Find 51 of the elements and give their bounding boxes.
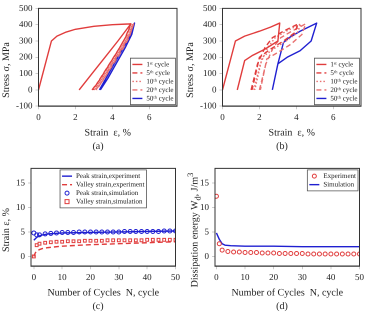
y-tick-label: 10 [16, 202, 26, 212]
y-tick-label: -100 [200, 100, 217, 111]
x-tick-label: 6 [331, 112, 336, 122]
x-tick-label: 4 [294, 112, 300, 122]
x-tick-label: 10 [240, 272, 250, 282]
y-axis-title: Stress σ, MPa [0, 41, 13, 100]
y-tick-label: 300 [18, 35, 33, 46]
x-tick-label: 0 [220, 112, 226, 122]
y-axis-title: Strain ε, % [0, 207, 13, 254]
x-tick-label: 0 [36, 112, 42, 122]
x-axis-title: Strain ε, % [84, 128, 131, 139]
y-tick-label: 15 [200, 177, 210, 188]
text: (a) [91, 141, 105, 152]
x-axis-title: Number of Cycles N, cycle [231, 288, 344, 299]
x-tick-label: 6 [147, 112, 152, 122]
y-axis-title: Stress σ, MPa [184, 41, 197, 100]
x-tick-label: 30 [114, 272, 124, 282]
x-tick-label: 20 [269, 272, 279, 282]
y-tick-label: 0 [20, 250, 26, 261]
y-tick-label: 5 [20, 226, 26, 236]
y-tick-label: 100 [202, 68, 217, 78]
x-tick-label: 40 [326, 272, 336, 282]
x-tick-label: 50 [355, 272, 364, 282]
y-tick-label: 15 [16, 177, 26, 188]
x-tick-label: 20 [86, 272, 96, 282]
x-tick-label: 30 [298, 272, 308, 282]
y-tick-label: 400 [202, 19, 217, 30]
y-tick-label: 300 [202, 35, 217, 46]
x-tick-label: 50 [171, 272, 180, 282]
y-tick-label: 0 [204, 250, 210, 261]
y-tick-label: 500 [18, 2, 33, 13]
y-tick-label: 100 [18, 68, 33, 78]
y-tick-label: 0 [28, 84, 33, 94]
y-tick-label: -100 [16, 100, 33, 111]
text: (d) [275, 301, 289, 312]
x-tick-label: 2 [257, 112, 262, 122]
y-tick-label: 200 [18, 52, 33, 62]
x-tick-label: 40 [142, 272, 152, 282]
x-tick-label: 4 [110, 112, 116, 122]
y-tick-label: 400 [18, 19, 33, 30]
y-tick-label: 5 [204, 226, 210, 236]
x-axis-title: Strain ε, % [268, 128, 315, 139]
y-tick-label: 200 [202, 52, 217, 62]
x-tick-label: 2 [73, 112, 78, 122]
text: (b) [275, 141, 289, 152]
y-tick-label: 0 [212, 84, 217, 94]
text: (c) [91, 301, 105, 312]
x-axis-title: Number of Cycles N, cycle [47, 288, 160, 299]
y-tick-label: 500 [202, 2, 217, 13]
x-tick-label: 10 [58, 272, 68, 282]
y-tick-label: 10 [200, 202, 210, 212]
